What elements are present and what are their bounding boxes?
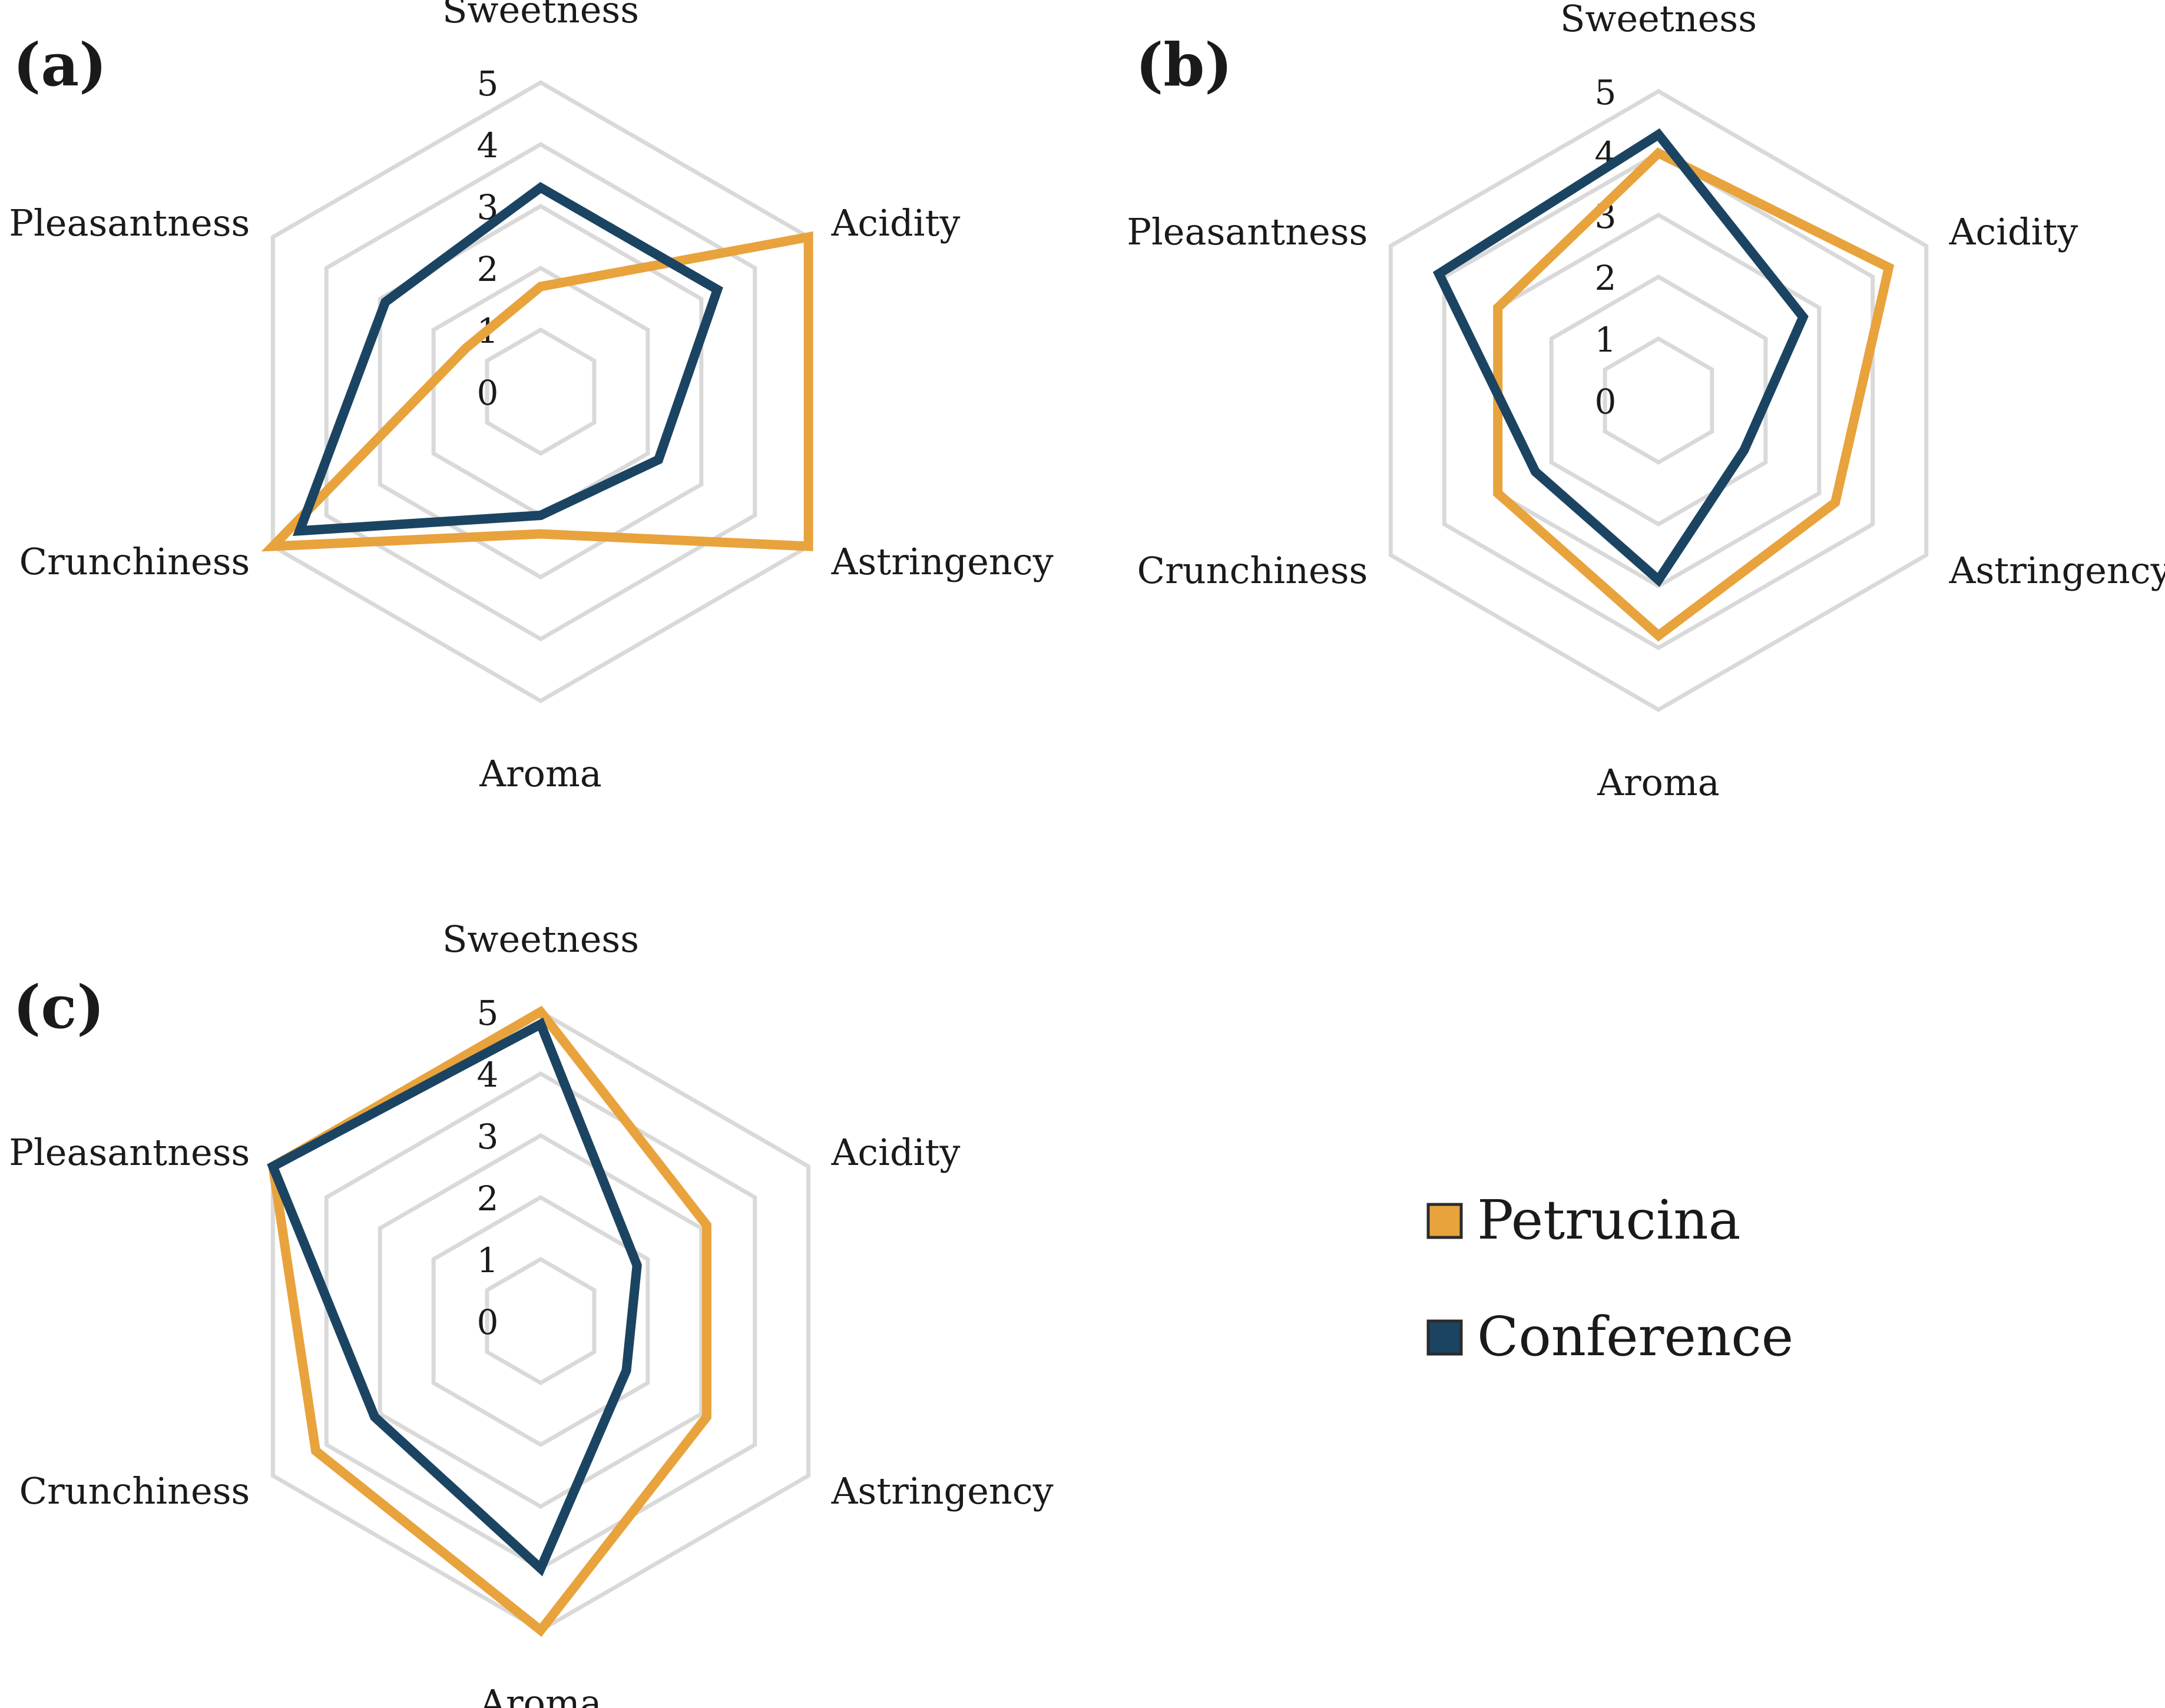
axis-label-acidity: Acidity [831,1131,961,1174]
grid-ring-5 [1388,88,1929,713]
legend: Petrucina Conference [1426,1189,1793,1368]
grid-ring-1 [485,327,597,456]
axis-label-pleasantness: Pleasantness [1127,210,1368,253]
tick-label: 5 [477,64,499,104]
grid-ring-2 [431,1194,650,1448]
grid-ring-3 [378,203,704,580]
grid-ring-4 [324,141,757,642]
tick-label: 3 [477,1117,499,1157]
radar-panel-b: (b)012345SweetnessAcidityAstringencyArom… [1127,0,2165,804]
panel-label: (a) [13,30,107,100]
axis-label-crunchiness: Crunchiness [19,540,250,583]
axis-label-sweetness: Sweetness [442,918,639,961]
radar-panel-a: (a)012345SweetnessAcidityAstringencyArom… [9,0,1053,795]
tick-label: 1 [477,1240,499,1280]
legend-swatch-conference [1426,1319,1463,1356]
legend-swatch-petrucina [1426,1203,1463,1239]
legend-label-conference: Conference [1477,1305,1793,1368]
axis-label-acidity: Acidity [831,201,961,244]
axis-label-sweetness: Sweetness [1560,0,1757,40]
tick-label: 2 [477,249,499,289]
radar-panel-c: (c)012345SweetnessAcidityAstringencyArom… [9,918,1053,1708]
tick-label: 0 [477,1302,499,1342]
panel-label: (b) [1136,30,1233,100]
tick-label: 4 [477,125,499,165]
axis-label-sweetness: Sweetness [442,0,639,31]
series-conference [267,1017,642,1577]
grid-ring-3 [378,1133,704,1510]
axis-label-aroma: Aroma [1597,761,1720,804]
legend-item-petrucina: Petrucina [1426,1189,1740,1252]
series-petrucina [261,231,813,552]
axis-label-astringency: Astringency [831,540,1054,583]
tick-label: 0 [477,373,499,413]
axis-label-aroma: Aroma [479,1681,602,1708]
tick-label: 1 [1595,320,1617,360]
panels: (a) 0 1 2 3 4 5 Sweetness Acidity Astringency Arom… [9,0,2165,1708]
axis-label-aroma: Aroma [479,752,602,795]
grid-ring-1 [1603,336,1714,465]
series-conference [292,181,723,537]
series-conference [1432,128,1809,587]
legend-item-conference: Conference [1426,1305,1793,1368]
grid-ring-2 [1549,274,1768,527]
grid-ring-4 [324,1071,757,1571]
tick-label: 2 [477,1179,499,1219]
axis-label-crunchiness: Crunchiness [19,1469,250,1512]
tick-label: 2 [1595,258,1617,298]
tick-label: 5 [477,993,499,1033]
axis-label-acidity: Acidity [1949,210,2078,253]
axis-label-crunchiness: Crunchiness [1137,549,1368,592]
axis-label-astringency: Astringency [1949,549,2165,592]
axis-label-pleasantness: Pleasantness [9,201,250,244]
axis-label-pleasantness: Pleasantness [9,1131,250,1174]
axis-label-astringency: Astringency [831,1469,1054,1512]
grid-ring-1 [485,1256,597,1386]
series-petrucina [1493,147,1895,642]
tick-label: 5 [1595,72,1617,112]
grid-ring-5 [270,1009,811,1633]
tick-label: 0 [1595,382,1617,422]
legend-label-petrucina: Petrucina [1477,1189,1740,1252]
panel-label: (c) [13,972,105,1042]
